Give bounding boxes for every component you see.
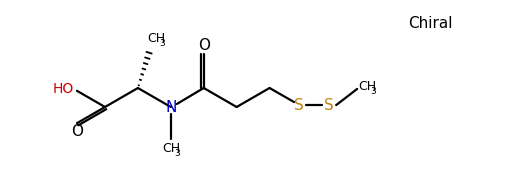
Text: 3: 3 [174,150,180,159]
Text: O: O [198,39,210,54]
Text: 3: 3 [159,39,165,47]
Text: CH: CH [162,142,180,156]
Text: S: S [324,98,334,113]
Text: CH: CH [358,80,376,94]
Text: Chiral: Chiral [408,17,452,31]
Text: N: N [165,99,177,114]
Text: HO: HO [52,82,74,96]
Text: S: S [294,98,304,113]
Text: 3: 3 [370,87,376,96]
Text: O: O [71,124,83,139]
Text: CH: CH [147,31,165,45]
